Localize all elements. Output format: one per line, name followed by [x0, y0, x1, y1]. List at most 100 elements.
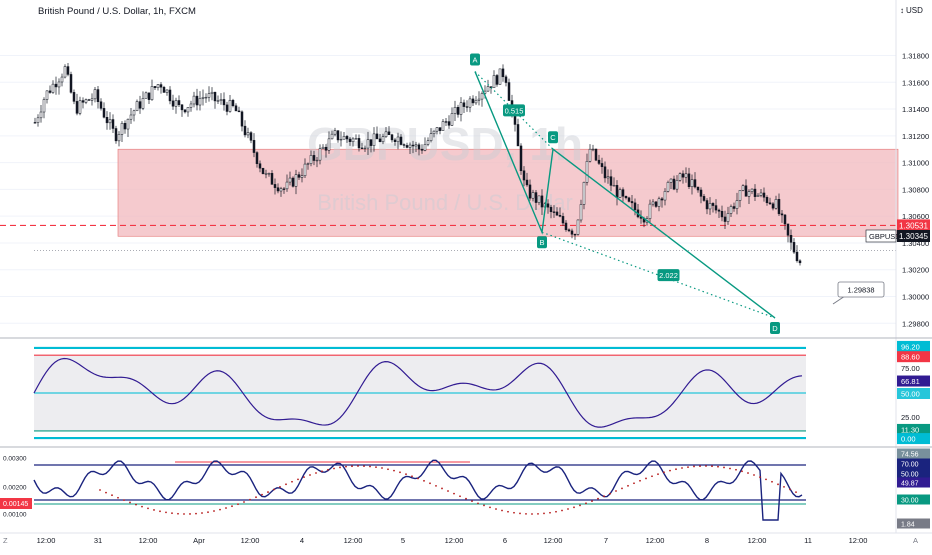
candle-body: [582, 182, 586, 205]
abcd-pattern[interactable]: A B C D 0.515 2.022: [470, 53, 780, 334]
candle-body: [129, 114, 133, 120]
candle-body: [108, 119, 112, 124]
price-scale[interactable]: 1.31800 1.31600 1.31400 1.31200 1.31000 1.308…: [902, 51, 929, 328]
oscillator-1-value-label: 25.00: [901, 413, 920, 422]
candle-body: [243, 125, 247, 136]
price-tick-label: 1.30600: [902, 212, 929, 221]
oscillator-2-dot: [693, 465, 695, 468]
oscillator-2-dot: [303, 476, 305, 478]
oscillator-2-dot: [453, 492, 455, 495]
candle-body: [90, 98, 94, 101]
candle-body: [354, 138, 358, 140]
candle-body: [213, 91, 217, 102]
oscillator-2-dot: [165, 511, 167, 514]
oscillator-2-dot: [657, 473, 659, 476]
oscillator-2-dot: [297, 478, 299, 481]
oscillator-2-dot: [285, 483, 287, 486]
oscillator-2-dot: [729, 467, 731, 470]
supply-zone[interactable]: [117, 148, 899, 237]
oscillator-2-dot: [345, 465, 347, 468]
oscillator-2-dot: [321, 470, 323, 473]
candle-body: [63, 66, 67, 78]
candle-body: [204, 96, 208, 99]
candle-body: [117, 134, 121, 142]
candle-body: [96, 89, 100, 102]
candle-body: [588, 148, 592, 162]
callout-label: 1.29838: [847, 286, 874, 295]
oscillator-2-current-label: 0.00145: [3, 501, 28, 508]
candle-body: [303, 163, 307, 176]
pattern-point-b: [537, 236, 547, 249]
candle-body: [159, 84, 163, 88]
candle-body: [210, 91, 214, 94]
oscillator-2-dot: [759, 476, 761, 479]
oscillator-1-value-label: 66.81: [901, 377, 920, 386]
price-callout[interactable]: 1.29838: [832, 281, 885, 305]
candle-body: [165, 89, 169, 93]
candle-body: [54, 83, 58, 88]
oscillator-2-value-label: 49.87: [901, 481, 919, 488]
oscillator-1-value-label: 96.20: [901, 342, 920, 351]
watermark-symbol: GBPUSD, 1h: [307, 118, 583, 170]
time-tick-label: 12:00: [544, 536, 563, 545]
oscillator-1-line: [33, 357, 803, 428]
candle-body: [732, 206, 736, 209]
dashed-level-badge: [897, 219, 930, 232]
candle-body: [330, 133, 334, 140]
price-tick-label: 1.30400: [902, 239, 929, 248]
oscillator-2-dot: [387, 468, 389, 471]
time-tick-label: 12:00: [241, 536, 260, 545]
oscillator-2-value-badge: [897, 518, 930, 529]
oscillator-2-dot: [363, 465, 365, 467]
oscillator-2-dot: [375, 466, 377, 469]
candle-body: [282, 188, 286, 190]
oscillator-2-dot: [471, 500, 473, 502]
candle-body: [585, 161, 589, 183]
price-tick-label: 1.31000: [902, 159, 929, 168]
candle-body: [168, 89, 172, 102]
candle-body: [42, 99, 46, 113]
oscillator-2-dot: [225, 507, 227, 509]
oscillator-2-dot: [771, 480, 773, 483]
candle-body: [576, 219, 580, 235]
candle-body: [192, 95, 196, 105]
candle-body: [132, 110, 136, 116]
price-tick-label: 1.31800: [902, 51, 929, 60]
oscillator-2-dot: [237, 503, 239, 506]
time-tick-label: 7: [604, 536, 608, 545]
oscillator-2-value-label: 30.00: [901, 498, 919, 505]
time-axis[interactable]: 12:00 31 12:00 Apr 12:00 4 12:00 5 12:00 6 12:00 7 1…: [37, 536, 868, 545]
candle-body: [573, 234, 577, 236]
candle-body: [423, 144, 427, 151]
candle-body: [363, 147, 367, 150]
candle-body: [552, 211, 556, 213]
auto-scale-label[interactable]: A: [913, 536, 918, 545]
oscillator-2-dot: [627, 484, 629, 487]
time-tick-label: Apr: [193, 536, 205, 545]
zoom-toggle-label[interactable]: Z: [3, 536, 8, 545]
candle-body: [252, 140, 256, 153]
candle-body: [75, 101, 79, 114]
watermark-name: British Pound / U.S. Dollar: [317, 190, 573, 215]
candle-body: [84, 99, 88, 103]
oscillator-2-value-badge: [897, 494, 930, 505]
candle-body: [753, 188, 757, 197]
currency-label: USD: [906, 6, 923, 15]
oscillator-2-dot: [327, 468, 329, 471]
oscillator-2-current-badge: [0, 498, 32, 509]
oscillator-2-dot: [639, 479, 641, 482]
candle-body: [666, 182, 670, 192]
candle-body: [699, 189, 703, 197]
oscillator-2-dot: [507, 510, 509, 513]
oscillator-2-dot: [537, 512, 539, 515]
oscillator-2-dot: [717, 465, 719, 468]
oscillator-1-value-label: 75.00: [901, 364, 920, 373]
candle-body: [549, 206, 553, 213]
oscillator-2-dot: [291, 480, 293, 483]
candle-body: [390, 134, 394, 141]
candle-body: [300, 175, 304, 178]
candle-body: [378, 138, 382, 142]
candle-body: [756, 195, 760, 197]
candle-body: [441, 121, 445, 131]
